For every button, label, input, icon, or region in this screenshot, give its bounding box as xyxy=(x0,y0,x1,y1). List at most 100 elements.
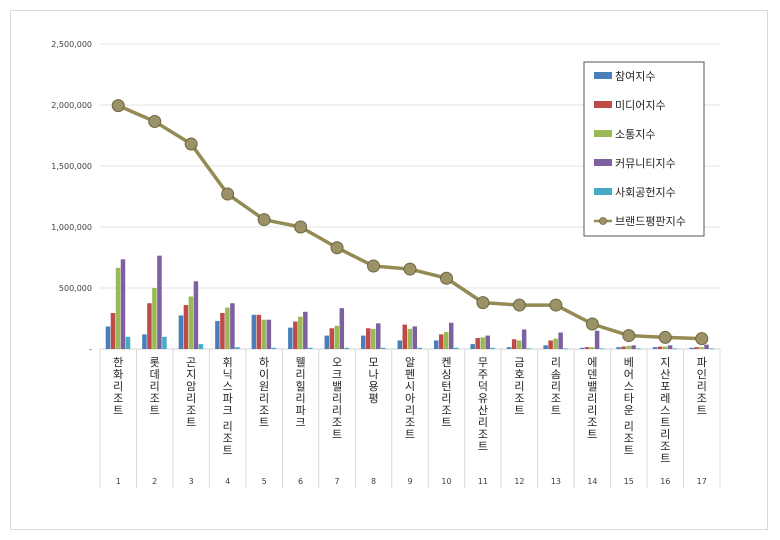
category-number: 16 xyxy=(660,477,670,486)
bar xyxy=(193,281,199,349)
bar xyxy=(215,320,220,349)
category-number: 2 xyxy=(152,477,157,486)
category-number: 1 xyxy=(116,477,121,486)
line-point xyxy=(148,114,162,128)
line-point xyxy=(585,317,599,331)
y-tick-label: 1,000,000 xyxy=(51,223,92,232)
bar xyxy=(667,345,673,349)
bar xyxy=(694,347,699,349)
bar xyxy=(230,303,235,349)
bar xyxy=(470,344,475,349)
bar xyxy=(543,345,548,349)
bar xyxy=(198,344,204,349)
legend-swatch xyxy=(594,72,612,79)
bar xyxy=(371,328,376,349)
line-point xyxy=(476,296,490,310)
bar xyxy=(490,347,495,349)
y-tick-label: 2,000,000 xyxy=(51,101,92,110)
legend-label: 커뮤니티지수 xyxy=(615,157,676,170)
bar xyxy=(558,332,563,349)
y-tick-label: 2,500,000 xyxy=(51,40,92,49)
category-number: 12 xyxy=(514,477,524,486)
bar xyxy=(271,347,277,349)
bar xyxy=(689,347,694,349)
bar xyxy=(526,348,532,350)
bar xyxy=(188,296,194,349)
bar xyxy=(256,314,262,349)
bar xyxy=(407,328,412,349)
bar xyxy=(120,259,126,349)
bar xyxy=(334,325,340,349)
bar xyxy=(453,347,459,349)
line-point xyxy=(184,137,198,151)
category-number: 11 xyxy=(478,477,488,486)
legend-swatch xyxy=(594,130,612,137)
bar xyxy=(152,288,157,349)
bar xyxy=(521,329,527,349)
category-number: 15 xyxy=(624,477,634,486)
legend-label: 소통지수 xyxy=(615,128,655,141)
y-tick-label: - xyxy=(89,345,92,354)
bar xyxy=(438,334,444,349)
bar xyxy=(125,336,131,349)
bar xyxy=(147,303,152,349)
bar xyxy=(636,348,641,350)
line-point xyxy=(111,99,125,113)
bar xyxy=(584,347,590,349)
line-point xyxy=(330,241,344,255)
line-point xyxy=(695,332,709,346)
legend-swatch xyxy=(594,188,612,195)
category-number: 9 xyxy=(407,477,412,486)
bar xyxy=(480,337,485,349)
bar xyxy=(417,347,422,349)
bar xyxy=(626,345,631,349)
category-number: 10 xyxy=(441,477,451,486)
bar xyxy=(548,340,553,349)
bar xyxy=(412,326,417,349)
bar xyxy=(589,347,595,349)
legend-label: 사회공헌지수 xyxy=(615,186,676,199)
bar xyxy=(397,340,402,349)
category-number: 13 xyxy=(551,477,561,486)
category-number: 7 xyxy=(335,477,340,486)
bar xyxy=(516,340,522,349)
bar xyxy=(506,347,512,349)
category-number: 8 xyxy=(371,477,376,486)
bar xyxy=(599,348,605,350)
bar xyxy=(662,346,668,349)
category-number: 14 xyxy=(587,477,597,486)
line-point xyxy=(622,329,636,343)
bar xyxy=(361,335,366,349)
bar xyxy=(298,316,303,349)
bar xyxy=(652,347,658,349)
bar xyxy=(105,326,111,349)
bar xyxy=(220,313,225,349)
bar xyxy=(672,348,678,350)
legend-swatch xyxy=(594,159,612,166)
bar xyxy=(709,348,714,350)
bar xyxy=(251,314,257,349)
category-number: 3 xyxy=(189,477,194,486)
bar xyxy=(183,305,189,349)
bar xyxy=(225,307,230,349)
line-point xyxy=(257,213,271,227)
category-number: 17 xyxy=(697,477,707,486)
legend-box xyxy=(583,61,705,237)
y-tick-label: 500,000 xyxy=(59,284,92,293)
bar xyxy=(657,346,663,349)
y-tick-label: 1,500,000 xyxy=(51,162,92,171)
bar xyxy=(157,255,162,349)
bar xyxy=(594,330,600,349)
bar xyxy=(110,313,116,349)
